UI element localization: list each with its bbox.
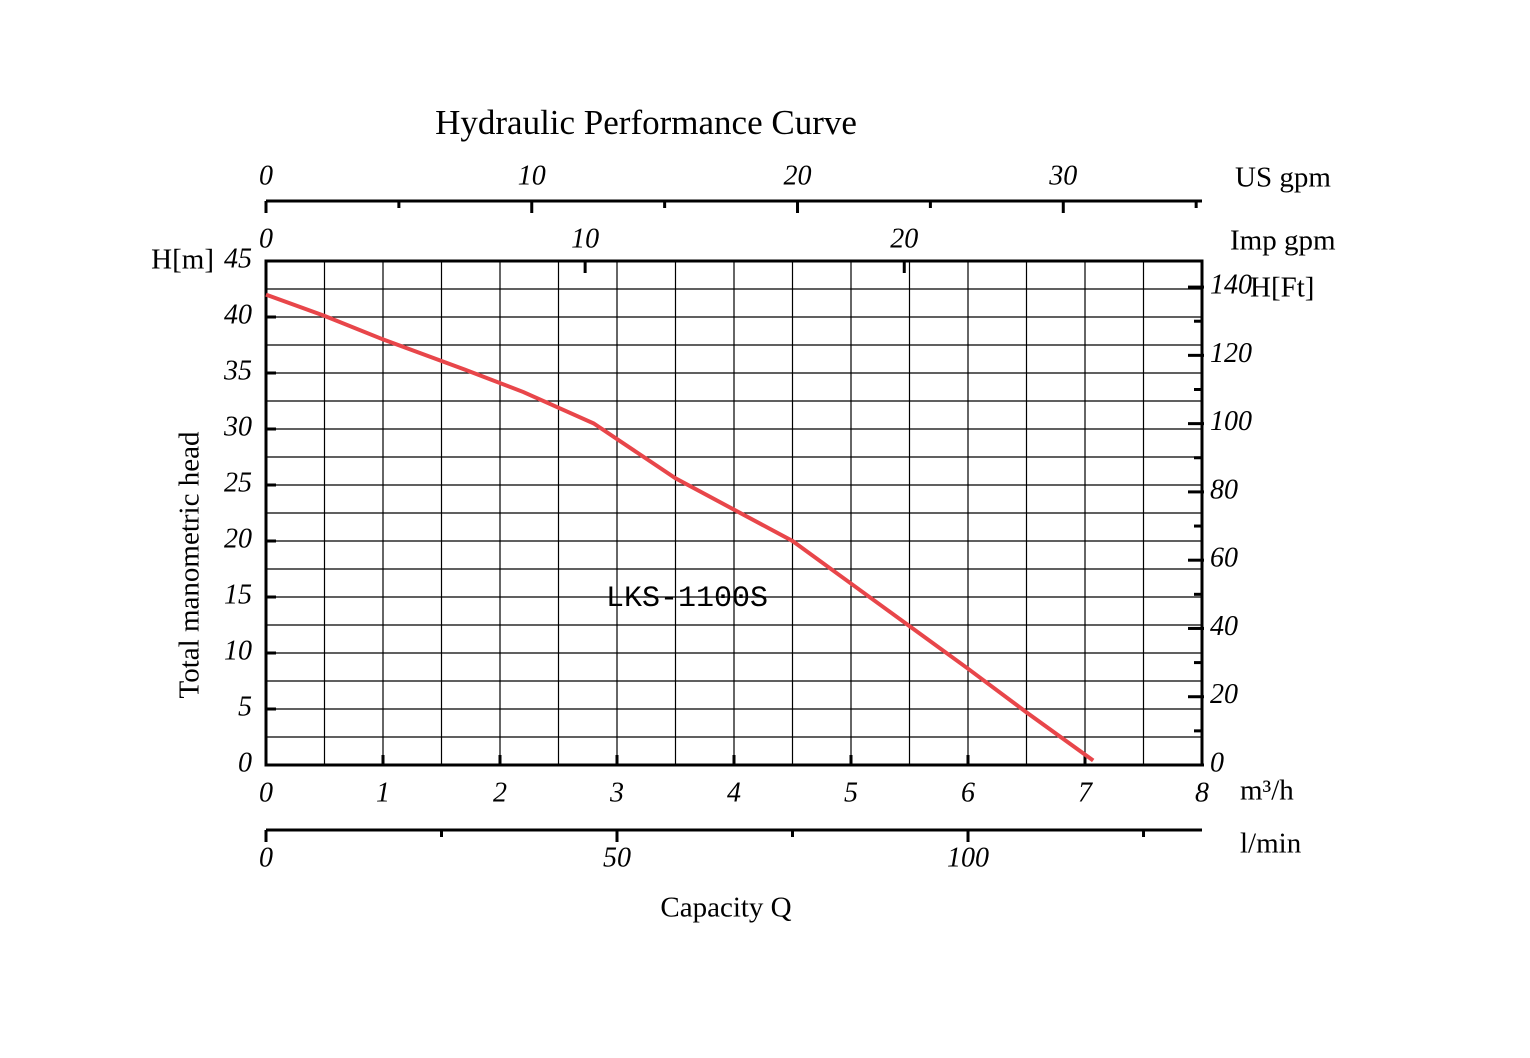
secondary-tick-label: 30	[1048, 160, 1077, 191]
y-tick-label: 40	[224, 299, 252, 330]
y-tick-label: 10	[224, 635, 252, 666]
secondary-tick-label: 0	[1210, 747, 1224, 778]
x-tick-label: 2	[493, 777, 507, 808]
x-tick-label: 3	[609, 777, 624, 808]
y-tick-label: 5	[238, 691, 252, 722]
x-axis-label: Capacity Q	[660, 892, 791, 924]
y-unit: H[m]	[151, 244, 214, 276]
secondary-tick-label: 20	[890, 223, 918, 254]
secondary-tick-label: 0	[259, 160, 273, 191]
x-tick-label: 4	[727, 777, 741, 808]
secondary-tick-label: 120	[1210, 338, 1252, 369]
secondary-axis-label: l/min	[1240, 828, 1302, 860]
secondary-tick-label: 10	[518, 160, 546, 191]
secondary-tick-label: 10	[571, 223, 599, 254]
y-tick-label: 20	[224, 523, 252, 554]
secondary-tick-label: 80	[1210, 474, 1238, 505]
x-tick-label: 8	[1195, 777, 1209, 808]
secondary-tick-label: 20	[1210, 679, 1238, 710]
secondary-axis-label: H[Ft]	[1250, 272, 1314, 304]
y-tick-label: 25	[224, 467, 252, 498]
secondary-tick-label: 0	[259, 223, 273, 254]
secondary-tick-label: 140	[1210, 270, 1252, 301]
secondary-axis-label: Imp gpm	[1230, 225, 1336, 257]
secondary-tick-label: 100	[1210, 406, 1252, 437]
annotation: LKS-1100S	[606, 582, 768, 616]
x-tick-label: 6	[961, 777, 975, 808]
y-axis-label: Total manometric head	[174, 431, 206, 698]
y-tick-label: 0	[238, 747, 252, 778]
x-tick-label: 0	[259, 777, 273, 808]
y-tick-label: 30	[223, 411, 252, 442]
secondary-tick-label: 100	[947, 842, 989, 873]
secondary-tick-label: 20	[784, 160, 812, 191]
chart-title: Hydraulic Performance Curve	[435, 103, 857, 142]
x-tick-label: 1	[376, 777, 390, 808]
secondary-tick-label: 40	[1210, 611, 1238, 642]
x-tick-label: 5	[844, 777, 858, 808]
x-tick-label: 7	[1078, 777, 1093, 808]
performance-curve	[265, 292, 1095, 763]
x-unit: m³/h	[1240, 775, 1294, 807]
secondary-axis-label: US gpm	[1235, 162, 1331, 194]
y-tick-label: 45	[224, 243, 252, 274]
secondary-tick-label: 60	[1210, 543, 1238, 574]
y-tick-label: 15	[224, 579, 252, 610]
secondary-tick-label: 50	[603, 842, 631, 873]
secondary-tick-label: 0	[259, 842, 273, 873]
y-tick-label: 35	[223, 355, 252, 386]
